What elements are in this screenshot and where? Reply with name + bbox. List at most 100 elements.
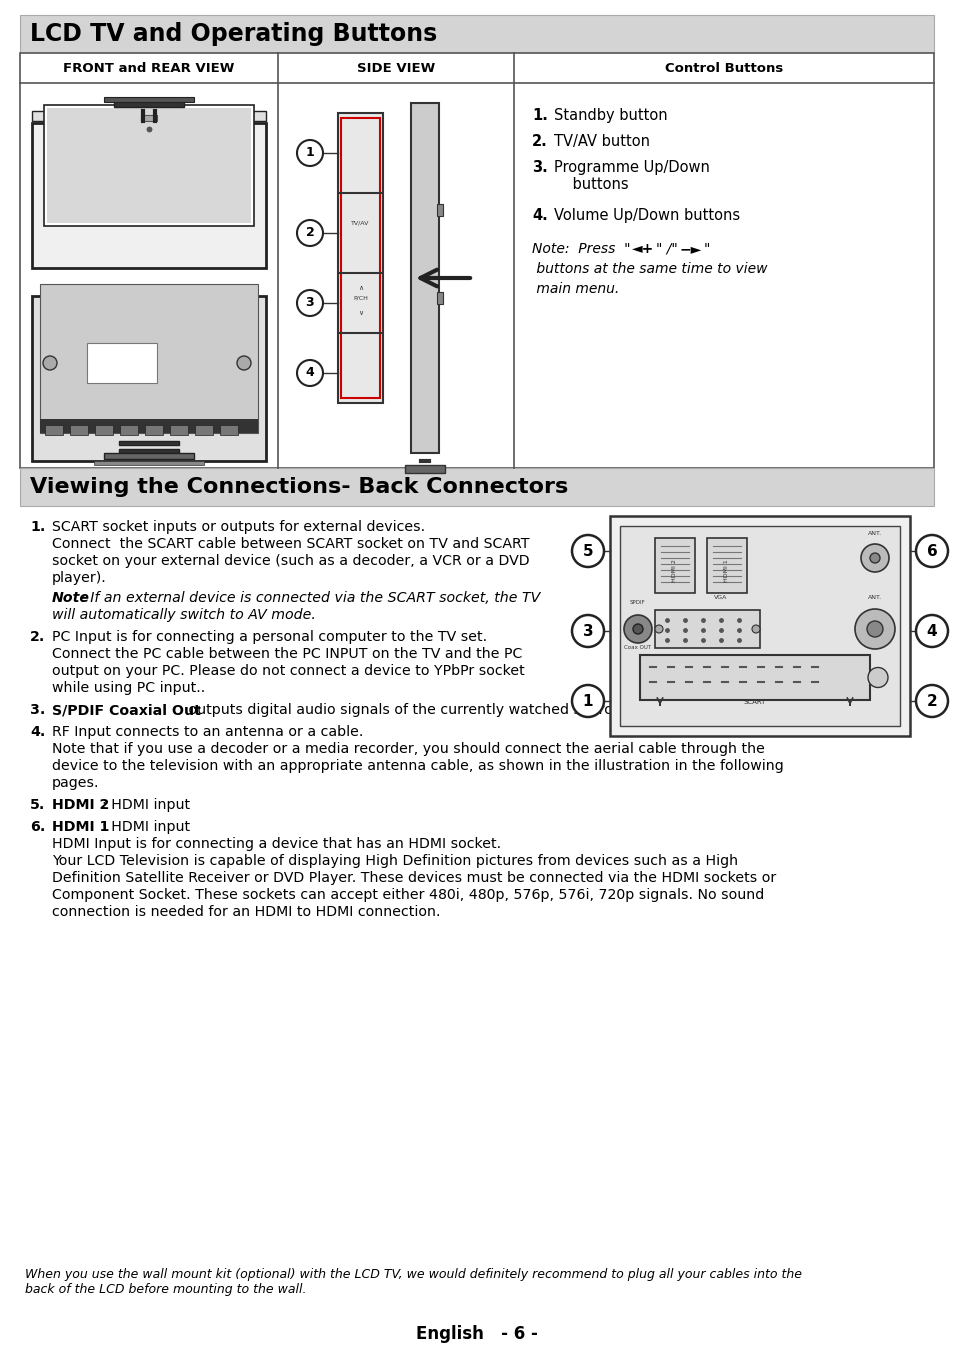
Text: LCD TV and Operating Buttons: LCD TV and Operating Buttons <box>30 22 436 46</box>
Bar <box>113 102 184 107</box>
Text: 3: 3 <box>582 623 593 639</box>
Text: " /": " /" <box>656 242 677 256</box>
Text: 1: 1 <box>305 146 314 160</box>
Text: PC Input is for connecting a personal computer to the TV set.: PC Input is for connecting a personal co… <box>52 630 487 645</box>
Circle shape <box>296 290 323 315</box>
Text: Note:  Press  ": Note: Press " <box>532 242 630 256</box>
Text: HDMI Input is for connecting a device that has an HDMI socket.: HDMI Input is for connecting a device th… <box>52 837 500 852</box>
Circle shape <box>296 139 323 167</box>
Text: 6.: 6. <box>30 821 46 834</box>
Text: outputs digital audio signals of the currently watched source.: outputs digital audio signals of the cur… <box>184 703 624 718</box>
Text: 4: 4 <box>925 623 937 639</box>
Text: Standby button: Standby button <box>554 108 667 123</box>
Bar <box>119 450 179 454</box>
Text: Connect  the SCART cable between SCART socket on TV and SCART: Connect the SCART cable between SCART so… <box>52 538 529 551</box>
Bar <box>95 425 112 435</box>
Text: 3.: 3. <box>30 703 46 718</box>
Text: connection is needed for an HDMI to HDMI connection.: connection is needed for an HDMI to HDMI… <box>52 904 440 919</box>
Text: HDMI 2: HDMI 2 <box>672 559 677 582</box>
Bar <box>337 112 382 403</box>
Text: RF Input connects to an antenna or a cable.: RF Input connects to an antenna or a cab… <box>52 724 363 739</box>
Text: HDMI 1: HDMI 1 <box>52 821 110 834</box>
Text: player).: player). <box>52 571 107 585</box>
Text: Note: Note <box>52 590 90 605</box>
Text: Component Socket. These sockets can accept either 480i, 480p, 576p, 576i, 720p s: Component Socket. These sockets can acce… <box>52 888 763 902</box>
Text: socket on your external device (such as a decoder, a VCR or a DVD: socket on your external device (such as … <box>52 554 529 567</box>
Text: 5: 5 <box>582 543 593 558</box>
Circle shape <box>572 615 603 647</box>
Text: SCART: SCART <box>743 699 765 705</box>
Text: HDMI 2: HDMI 2 <box>52 798 110 812</box>
Text: ANT.: ANT. <box>867 531 882 536</box>
Text: SCART socket inputs or outputs for external devices.: SCART socket inputs or outputs for exter… <box>52 520 425 533</box>
Text: TV/AV button: TV/AV button <box>554 134 649 149</box>
Bar <box>619 525 899 726</box>
Bar <box>655 611 760 649</box>
Bar <box>655 538 695 593</box>
Bar <box>20 468 933 506</box>
Text: main menu.: main menu. <box>532 282 618 297</box>
Bar <box>20 15 933 53</box>
Text: HDMI 1: HDMI 1 <box>723 559 729 582</box>
Text: 1: 1 <box>582 693 593 708</box>
Bar <box>170 425 188 435</box>
Circle shape <box>867 668 887 688</box>
Bar <box>405 464 444 473</box>
Text: Definition Satellite Receiver or DVD Player. These devices must be connected via: Definition Satellite Receiver or DVD Pla… <box>52 871 776 886</box>
Text: Coax OUT: Coax OUT <box>624 645 651 650</box>
Bar <box>340 118 379 398</box>
Circle shape <box>915 535 947 567</box>
Bar <box>32 123 266 268</box>
Text: S/PDIF Coaxial Out: S/PDIF Coaxial Out <box>52 703 201 718</box>
Bar <box>411 103 438 454</box>
Text: ∧: ∧ <box>357 284 363 291</box>
Text: P/CH: P/CH <box>353 295 368 301</box>
Bar <box>40 284 257 433</box>
Bar <box>436 204 442 217</box>
Bar <box>120 425 138 435</box>
Text: buttons at the same time to view: buttons at the same time to view <box>532 263 767 276</box>
Bar <box>104 97 193 102</box>
Text: 2.: 2. <box>532 134 547 149</box>
Text: VGA: VGA <box>714 594 727 600</box>
Text: 1.: 1. <box>532 108 547 123</box>
Bar <box>436 291 442 303</box>
Circle shape <box>915 685 947 718</box>
Text: Viewing the Connections- Back Connectors: Viewing the Connections- Back Connectors <box>30 477 568 497</box>
Bar <box>706 538 746 593</box>
Circle shape <box>854 609 894 649</box>
Text: Connect the PC cable between the PC INPUT on the TV and the PC: Connect the PC cable between the PC INPU… <box>52 647 522 661</box>
Bar <box>40 418 257 433</box>
Text: Control Buttons: Control Buttons <box>664 61 782 74</box>
Circle shape <box>623 615 651 643</box>
Bar <box>220 425 237 435</box>
Text: −►: −► <box>679 242 701 256</box>
Text: 4.: 4. <box>30 724 46 739</box>
Circle shape <box>296 360 323 386</box>
Text: while using PC input..: while using PC input.. <box>52 681 205 695</box>
Bar <box>70 425 88 435</box>
Text: When you use the wall mount kit (optional) with the LCD TV, we would definitely : When you use the wall mount kit (optiona… <box>25 1267 801 1296</box>
Circle shape <box>43 356 57 370</box>
Circle shape <box>236 356 251 370</box>
Text: Programme Up/Down
    buttons: Programme Up/Down buttons <box>554 160 709 192</box>
Text: 2: 2 <box>925 693 937 708</box>
Bar <box>141 115 157 121</box>
Text: 2: 2 <box>305 226 314 240</box>
Text: ANT.: ANT. <box>867 594 882 600</box>
Bar <box>47 108 251 223</box>
Circle shape <box>633 624 642 634</box>
Text: will automatically switch to AV mode.: will automatically switch to AV mode. <box>52 608 315 621</box>
Circle shape <box>572 535 603 567</box>
Circle shape <box>915 615 947 647</box>
Circle shape <box>869 552 879 563</box>
Bar <box>45 425 63 435</box>
Bar <box>20 53 933 468</box>
Circle shape <box>751 626 760 634</box>
Text: 3: 3 <box>305 297 314 310</box>
Bar <box>194 425 213 435</box>
Text: 1.: 1. <box>30 520 46 533</box>
Bar <box>44 106 253 226</box>
Text: : HDMI input: : HDMI input <box>102 798 190 812</box>
Text: SPDIF: SPDIF <box>630 600 645 605</box>
